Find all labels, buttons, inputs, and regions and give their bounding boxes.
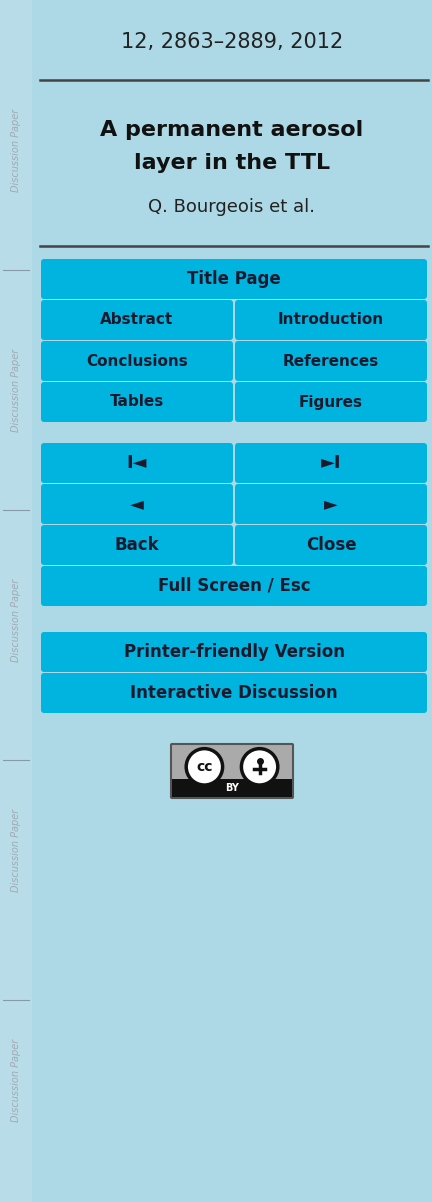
Text: Discussion Paper: Discussion Paper xyxy=(11,1039,21,1121)
Text: cc: cc xyxy=(196,760,213,774)
Text: Title Page: Title Page xyxy=(187,270,281,288)
Text: layer in the TTL: layer in the TTL xyxy=(134,153,330,173)
FancyBboxPatch shape xyxy=(41,382,233,422)
Text: A permanent aerosol: A permanent aerosol xyxy=(100,120,364,139)
FancyBboxPatch shape xyxy=(41,566,427,606)
Text: Abstract: Abstract xyxy=(100,313,174,327)
Text: ►: ► xyxy=(324,495,338,513)
Text: Conclusions: Conclusions xyxy=(86,353,188,369)
Text: ►I: ►I xyxy=(321,454,341,472)
FancyBboxPatch shape xyxy=(235,382,427,422)
FancyBboxPatch shape xyxy=(41,444,233,483)
FancyBboxPatch shape xyxy=(41,673,427,713)
FancyBboxPatch shape xyxy=(41,632,427,672)
Bar xyxy=(172,779,292,797)
Text: Discussion Paper: Discussion Paper xyxy=(11,578,21,661)
Text: ◄: ◄ xyxy=(130,495,144,513)
Text: Introduction: Introduction xyxy=(278,313,384,327)
Text: Discussion Paper: Discussion Paper xyxy=(11,349,21,432)
Text: References: References xyxy=(283,353,379,369)
Text: BY: BY xyxy=(225,783,239,792)
FancyBboxPatch shape xyxy=(41,258,427,299)
FancyBboxPatch shape xyxy=(235,484,427,524)
Bar xyxy=(0,0,32,1202)
FancyBboxPatch shape xyxy=(235,341,427,381)
Text: Interactive Discussion: Interactive Discussion xyxy=(130,684,338,702)
FancyBboxPatch shape xyxy=(235,444,427,483)
Circle shape xyxy=(241,749,278,785)
Text: Close: Close xyxy=(306,536,356,554)
FancyBboxPatch shape xyxy=(235,525,427,565)
Text: Figures: Figures xyxy=(299,394,363,410)
Text: Back: Back xyxy=(114,536,159,554)
FancyBboxPatch shape xyxy=(41,341,233,381)
Text: Tables: Tables xyxy=(110,394,164,410)
FancyBboxPatch shape xyxy=(41,525,233,565)
FancyBboxPatch shape xyxy=(171,744,293,798)
Text: Printer-friendly Version: Printer-friendly Version xyxy=(124,643,344,661)
FancyBboxPatch shape xyxy=(41,300,233,340)
FancyBboxPatch shape xyxy=(41,484,233,524)
Text: I◄: I◄ xyxy=(127,454,147,472)
Text: Discussion Paper: Discussion Paper xyxy=(11,809,21,892)
Text: 12, 2863–2889, 2012: 12, 2863–2889, 2012 xyxy=(121,32,343,52)
Circle shape xyxy=(186,749,222,785)
Text: Discussion Paper: Discussion Paper xyxy=(11,108,21,191)
FancyBboxPatch shape xyxy=(235,300,427,340)
Text: Full Screen / Esc: Full Screen / Esc xyxy=(158,577,310,595)
Text: Q. Bourgeois et al.: Q. Bourgeois et al. xyxy=(149,198,315,216)
